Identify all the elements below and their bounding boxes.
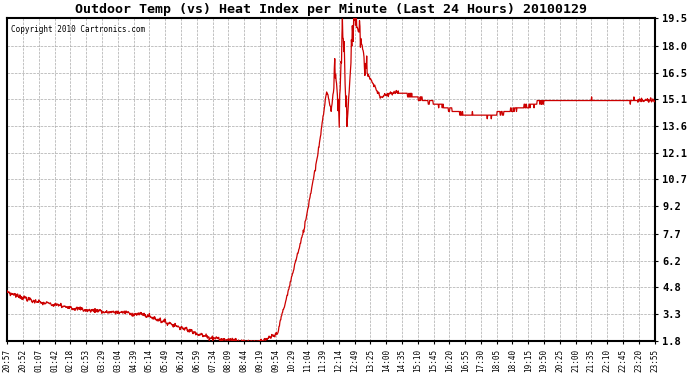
- Text: Copyright 2010 Cartronics.com: Copyright 2010 Cartronics.com: [10, 25, 145, 34]
- Title: Outdoor Temp (vs) Heat Index per Minute (Last 24 Hours) 20100129: Outdoor Temp (vs) Heat Index per Minute …: [75, 3, 587, 16]
